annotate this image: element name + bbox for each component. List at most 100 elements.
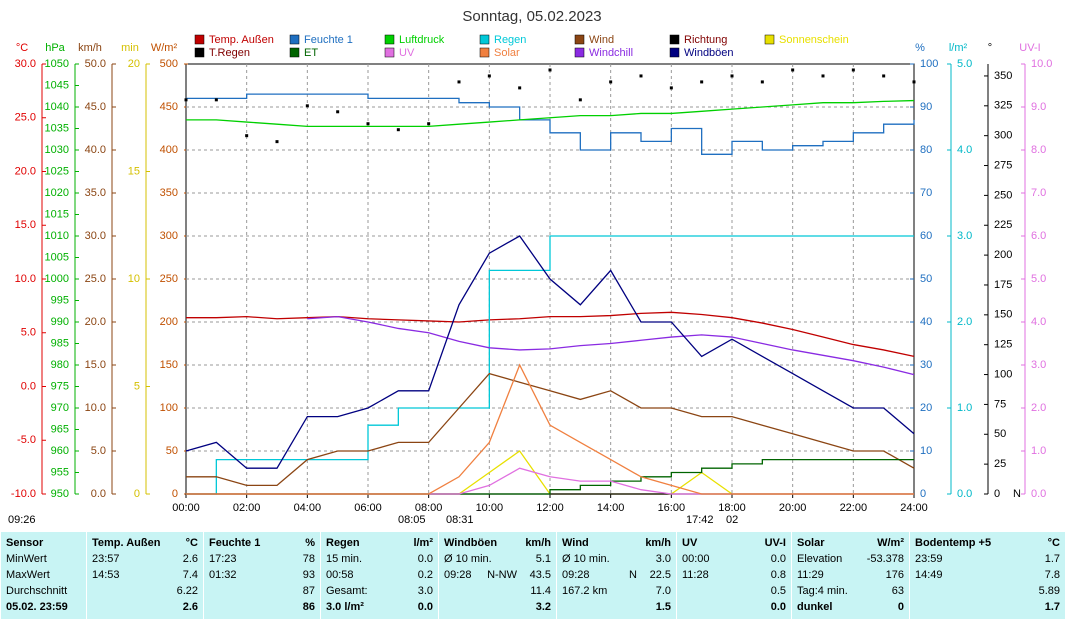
y-tick-label: 9.0	[1031, 101, 1046, 113]
axis-label: l/m²	[949, 42, 968, 54]
table-cell: 43.5	[529, 569, 551, 581]
table-cell: 3.0	[655, 553, 671, 565]
table-column: Temp. Außen °C 23:57 2.6 14:53 7.4 6.22 2.6	[86, 532, 204, 619]
table-cell: 78	[302, 553, 315, 565]
table-cell: 2.6	[182, 601, 198, 613]
x-tick-label: 02:00	[233, 502, 261, 514]
y-tick-label: 5.0	[21, 327, 36, 339]
table-cell: 7.4	[182, 569, 198, 581]
y-tick-label: 1030	[45, 144, 69, 156]
table-cell: 14:49	[915, 569, 943, 581]
table-cell: -53.378	[866, 553, 904, 565]
table-column: Feuchte 1% 17:23 78 01:32 93 87 86	[203, 532, 321, 619]
y-tick-label: 10.0	[1031, 58, 1052, 70]
table-cell: dunkel	[797, 601, 833, 613]
table-column: Wind km/h Ø 10 min. 3.0 09:28 N 22.5 167.2 km 7.…	[556, 532, 677, 619]
series-line	[186, 372, 915, 487]
series-line	[186, 311, 915, 358]
legend-label: Temp. Außen	[209, 34, 274, 46]
point	[548, 68, 552, 72]
table-cell: N	[629, 569, 637, 581]
y-tick-label: 4.0	[1031, 316, 1046, 328]
y-tick-label: 25	[994, 458, 1006, 470]
table-cell: 0.8	[770, 569, 786, 581]
axis-label: min	[121, 42, 139, 54]
y-tick-label: 995	[51, 294, 69, 306]
y-tick-label: 25.0	[15, 112, 36, 124]
y-tick-label: 225	[994, 219, 1012, 231]
y-tick-label: 10.0	[85, 402, 106, 414]
legend-label: Wind	[589, 34, 614, 46]
table-cell: 0.2	[417, 569, 433, 581]
y-tick-label: 20	[128, 58, 140, 70]
y-tick-label: 300	[160, 230, 178, 242]
y-tick-label: 1020	[45, 187, 69, 199]
x-tick-label: 24:00	[900, 502, 928, 514]
y-tick-label: 5.0	[1031, 273, 1046, 285]
annotation: 17:42	[686, 514, 714, 526]
y-tick-label: 10	[128, 273, 140, 285]
table-header: W/m²	[877, 537, 904, 549]
table-header: Sensor	[6, 537, 44, 549]
y-tick-label: 200	[994, 249, 1012, 261]
table-cell: 09:28	[444, 569, 472, 581]
table-header: km/h	[645, 537, 671, 549]
table-cell: 14:53	[92, 569, 120, 581]
y-tick-label: 7.0	[1031, 187, 1046, 199]
y-tick-label: 2.0	[1031, 402, 1046, 414]
point	[760, 80, 764, 84]
table-cell: 22.5	[649, 569, 671, 581]
series-line	[186, 99, 915, 127]
y-tick-label: 1.0	[1031, 445, 1046, 457]
table-cell: 0.0	[770, 601, 786, 613]
legend-swatch	[384, 34, 395, 45]
y-tick-label: 100	[160, 402, 178, 414]
y-tick-label: 975	[51, 380, 69, 392]
y-tick-label: 250	[160, 273, 178, 285]
legend-label: UV	[399, 47, 415, 59]
table-cell: Tag:4 min.	[797, 585, 848, 597]
table-cell: MaxWert	[6, 569, 50, 581]
table-header: Bodentemp +5	[915, 537, 992, 549]
y-tick-label: 75	[994, 398, 1006, 410]
point	[366, 122, 370, 126]
y-tick-label: 50	[994, 428, 1006, 440]
x-tick-label: 16:00	[658, 502, 686, 514]
table-cell: 23:57	[92, 553, 120, 565]
annotation: 09:26	[8, 514, 36, 526]
table-cell: 0.0	[770, 553, 786, 565]
point	[578, 98, 582, 102]
y-tick-label: 450	[160, 101, 178, 113]
annotation: 08:31	[446, 514, 474, 526]
legend-swatch	[574, 34, 585, 45]
point	[305, 104, 309, 108]
point	[427, 122, 431, 126]
table-cell: 7.8	[1044, 569, 1060, 581]
point	[912, 80, 916, 84]
table-cell: 1.5	[655, 601, 671, 613]
point	[487, 74, 491, 78]
axis-label: %	[915, 42, 925, 54]
point	[791, 68, 795, 72]
y-tick-label: 1005	[45, 251, 69, 263]
point	[245, 134, 249, 138]
legend-label: Luftdruck	[399, 34, 445, 46]
y-tick-label: 350	[994, 70, 1012, 82]
table-cell: 11:29	[797, 569, 824, 581]
y-tick-label: 40	[920, 316, 932, 328]
y-tick-label: 40.0	[85, 144, 106, 156]
axis-label: W/m²	[151, 42, 178, 54]
table-column: Windböen km/h Ø 10 min. 5.1 09:28 N-NW 43.5 11.…	[438, 532, 557, 619]
legend-label: Richtung	[684, 34, 727, 46]
y-tick-label: 10.0	[15, 273, 36, 285]
legend-label: ET	[304, 47, 318, 59]
point	[396, 128, 400, 132]
table-header: °C	[185, 537, 198, 549]
annotation: 08:05	[398, 514, 426, 526]
chart: Sonntag, 05.02.2023 °C -10.0 -5.0 0.0 5.0 10.…	[8, 8, 1052, 526]
point	[184, 98, 188, 102]
y-tick-label: 15	[128, 165, 140, 177]
legend-label: Solar	[494, 47, 520, 59]
table-header: Windböen	[444, 537, 498, 549]
